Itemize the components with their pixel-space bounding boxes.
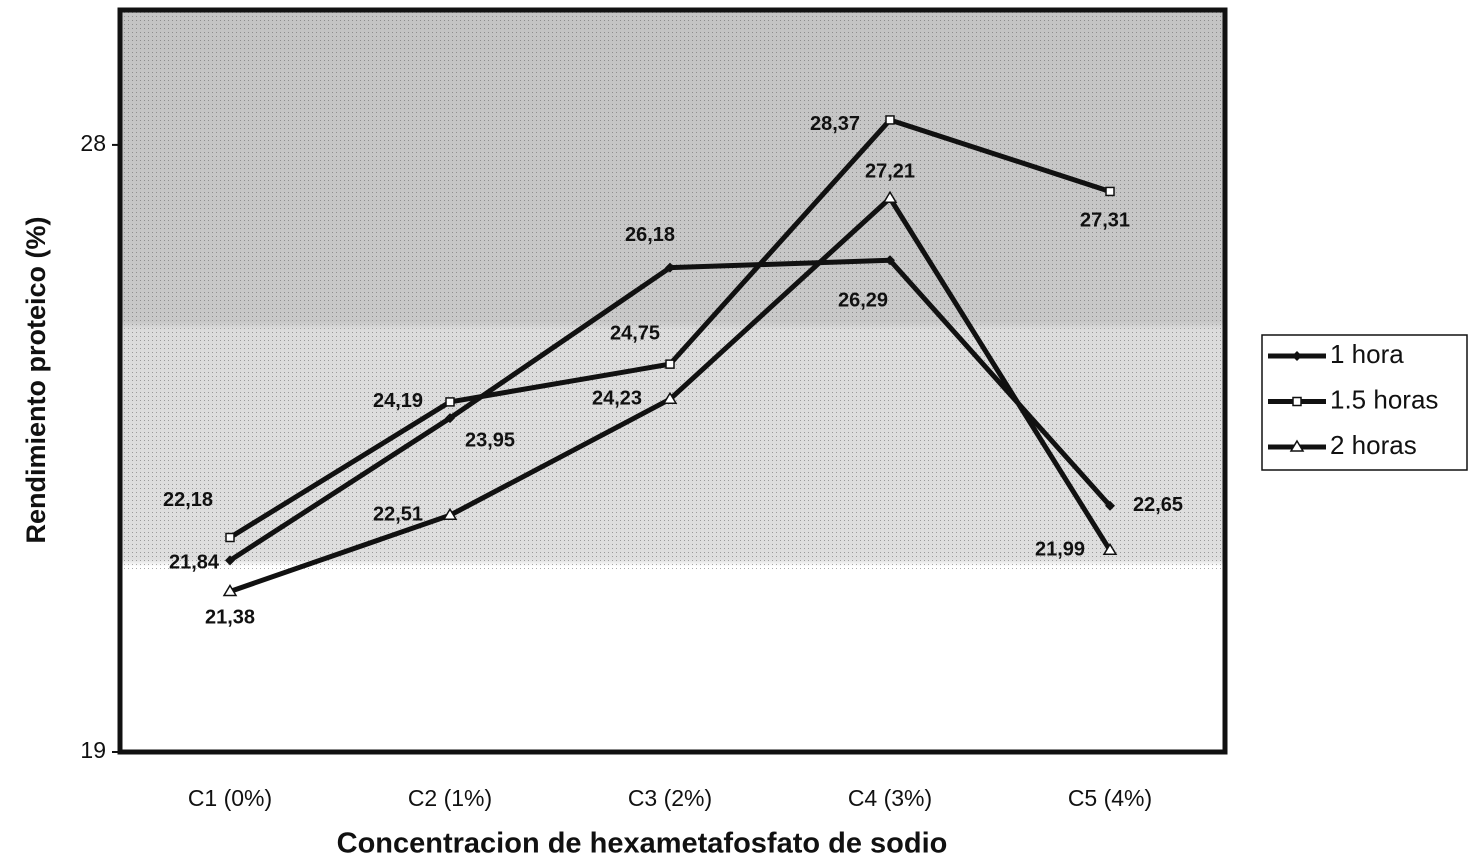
plot-frame bbox=[117, 7, 1228, 755]
point bbox=[882, 190, 898, 203]
data-label: 22,51 bbox=[373, 504, 423, 526]
data-label: 21,38 bbox=[205, 607, 255, 629]
data-label: 21,84 bbox=[169, 552, 220, 574]
point bbox=[445, 397, 455, 407]
data-label: 22,18 bbox=[163, 489, 213, 511]
plot-texture bbox=[120, 10, 1225, 570]
y-tick-label: 19 bbox=[80, 737, 106, 763]
point bbox=[1105, 500, 1115, 511]
data-label: 28,37 bbox=[810, 113, 860, 135]
point bbox=[442, 507, 458, 520]
data-label: 27,21 bbox=[865, 160, 915, 182]
point bbox=[665, 262, 675, 273]
point bbox=[1102, 542, 1118, 556]
point bbox=[222, 584, 238, 597]
data-label: 24,75 bbox=[610, 322, 660, 344]
data-label: 23,95 bbox=[465, 429, 515, 451]
y-axis-title: Rendimiento proteico (%) bbox=[21, 216, 51, 543]
data-label: 26,18 bbox=[625, 224, 675, 246]
data-label: 26,29 bbox=[838, 290, 888, 312]
legend-label: 1.5 horas bbox=[1330, 384, 1438, 414]
point bbox=[1105, 186, 1115, 197]
point bbox=[225, 532, 235, 543]
x-axis-title: Concentracion de hexametafosfato de sodi… bbox=[337, 828, 948, 860]
x-tick-label: C1 (0%) bbox=[188, 785, 272, 811]
data-label: 24,19 bbox=[373, 390, 423, 412]
legend-marker bbox=[1292, 351, 1302, 361]
legend-label: 2 horas bbox=[1330, 430, 1417, 460]
x-tick-label: C5 (4%) bbox=[1068, 785, 1152, 811]
data-label: 21,99 bbox=[1035, 539, 1085, 561]
data-label: 27,31 bbox=[1080, 210, 1130, 232]
x-tick-label: C4 (3%) bbox=[848, 785, 932, 811]
point bbox=[445, 413, 455, 424]
x-tick-label: C2 (1%) bbox=[408, 785, 492, 811]
y-tick-label: 28 bbox=[80, 130, 106, 156]
point bbox=[665, 359, 675, 369]
legend-marker bbox=[1289, 439, 1305, 452]
data-label: 22,65 bbox=[1133, 494, 1183, 516]
legend-marker bbox=[1292, 396, 1302, 407]
point bbox=[225, 555, 235, 566]
point bbox=[885, 115, 895, 125]
data-label: 24,23 bbox=[592, 387, 642, 409]
legend-label: 1 hora bbox=[1330, 339, 1404, 369]
x-tick-label: C3 (2%) bbox=[628, 785, 712, 811]
point bbox=[885, 255, 895, 266]
point bbox=[662, 391, 678, 404]
